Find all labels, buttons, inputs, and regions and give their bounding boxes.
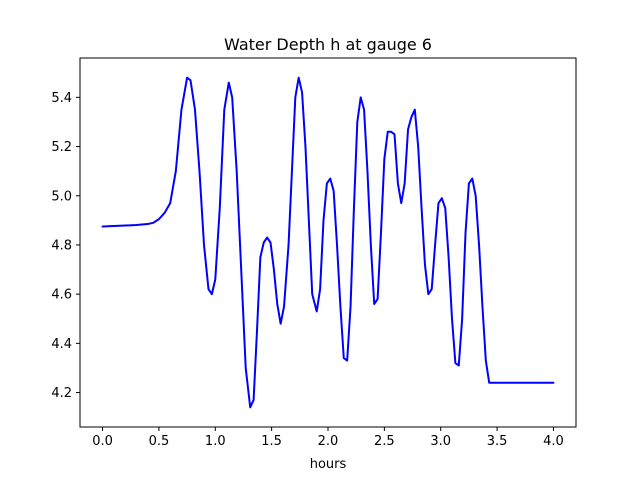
- x-tick-label: 1.0: [205, 434, 226, 449]
- y-axis: 4.2 4.4 4.6 4.8 5.0 5.2 5.4: [51, 91, 80, 401]
- y-tick-label: 4.4: [51, 337, 72, 352]
- x-tick-label: 4.0: [543, 434, 564, 449]
- y-tick-label: 5.2: [51, 140, 72, 155]
- x-tick-label: 0.0: [92, 434, 113, 449]
- x-tick-label: 3.5: [487, 434, 508, 449]
- x-axis: 0.0 0.5 1.0 1.5 2.0 2.5 3.0 3.5 4.0: [92, 427, 564, 449]
- x-tick-label: 2.5: [374, 434, 395, 449]
- y-tick-label: 5.0: [51, 189, 72, 204]
- x-axis-label: hours: [310, 457, 347, 472]
- series-line-0: [101, 76, 555, 409]
- y-tick-label: 5.4: [51, 91, 72, 106]
- x-tick-label: 1.5: [261, 434, 282, 449]
- x-tick-label: 2.0: [318, 434, 339, 449]
- x-tick-label: 3.0: [430, 434, 451, 449]
- plot-area: [79, 57, 577, 428]
- x-tick-label: 0.5: [149, 434, 170, 449]
- y-tick-label: 4.6: [51, 288, 72, 303]
- plot-frame: [79, 57, 577, 428]
- y-tick-label: 4.2: [51, 386, 72, 401]
- chart-title: Water Depth h at gauge 6: [224, 35, 432, 54]
- y-tick-label: 4.8: [51, 238, 72, 253]
